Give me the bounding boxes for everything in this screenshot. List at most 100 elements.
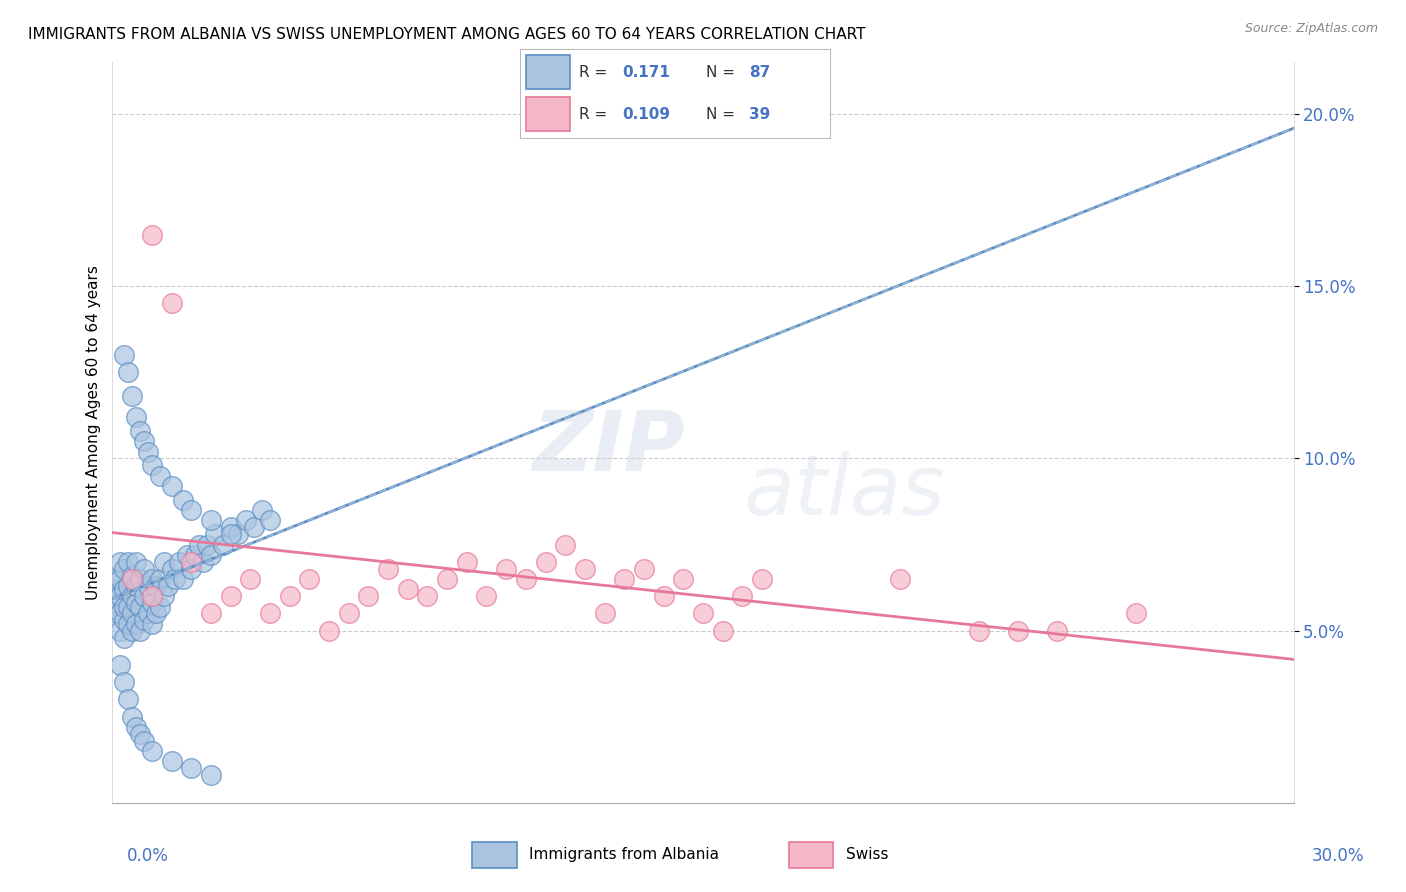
Point	[112, 613, 135, 627]
Text: Source: ZipAtlas.com: Source: ZipAtlas.com	[1244, 22, 1378, 36]
Point	[1007, 624, 1029, 638]
Point	[165, 572, 187, 586]
Point	[121, 568, 143, 582]
Point	[141, 589, 163, 603]
Text: 0.109: 0.109	[623, 107, 671, 121]
Point	[129, 424, 152, 438]
Point	[110, 624, 132, 638]
Text: Swiss: Swiss	[846, 847, 889, 862]
Point	[180, 555, 202, 569]
Text: R =: R =	[579, 107, 612, 121]
Point	[357, 589, 380, 603]
Point	[132, 613, 155, 627]
Point	[200, 607, 222, 621]
Point	[337, 607, 360, 621]
Point	[219, 520, 242, 534]
Point	[169, 555, 191, 569]
Point	[191, 555, 214, 569]
Point	[534, 555, 557, 569]
Text: 87: 87	[749, 65, 770, 79]
Point	[152, 589, 174, 603]
Point	[125, 579, 148, 593]
Point	[112, 348, 135, 362]
Point	[652, 589, 675, 603]
Point	[110, 658, 132, 673]
Point	[125, 616, 148, 631]
Text: N =: N =	[706, 65, 740, 79]
Point	[129, 599, 152, 614]
Point	[160, 755, 183, 769]
Point	[672, 572, 695, 586]
Point	[219, 589, 242, 603]
Point	[117, 599, 139, 614]
Point	[125, 410, 148, 425]
Point	[132, 734, 155, 748]
FancyBboxPatch shape	[526, 55, 569, 89]
Point	[152, 555, 174, 569]
Point	[495, 561, 517, 575]
Point	[172, 572, 194, 586]
Point	[105, 582, 128, 597]
Point	[117, 616, 139, 631]
Point	[141, 616, 163, 631]
Point	[117, 692, 139, 706]
Point	[110, 572, 132, 586]
Y-axis label: Unemployment Among Ages 60 to 64 years: Unemployment Among Ages 60 to 64 years	[86, 265, 101, 600]
Point	[141, 744, 163, 758]
Point	[141, 596, 163, 610]
FancyBboxPatch shape	[472, 842, 517, 868]
Point	[129, 572, 152, 586]
Point	[250, 503, 273, 517]
Point	[112, 631, 135, 645]
Point	[436, 572, 458, 586]
Point	[180, 761, 202, 775]
Point	[136, 444, 159, 458]
Point	[117, 555, 139, 569]
Point	[121, 589, 143, 603]
Point	[475, 589, 498, 603]
Point	[574, 561, 596, 575]
Point	[692, 607, 714, 621]
Point	[1046, 624, 1069, 638]
Point	[200, 548, 222, 562]
Point	[160, 296, 183, 310]
Point	[112, 675, 135, 690]
Point	[156, 579, 179, 593]
Point	[184, 548, 207, 562]
Point	[204, 527, 226, 541]
Text: 0.0%: 0.0%	[127, 847, 169, 865]
Point	[149, 572, 172, 586]
Point	[132, 589, 155, 603]
Point	[121, 389, 143, 403]
Point	[731, 589, 754, 603]
Point	[396, 582, 419, 597]
Point	[112, 561, 135, 575]
Point	[259, 607, 281, 621]
Point	[105, 572, 128, 586]
Point	[967, 624, 990, 638]
Point	[172, 492, 194, 507]
Point	[149, 599, 172, 614]
Point	[125, 596, 148, 610]
Point	[318, 624, 340, 638]
Point	[121, 624, 143, 638]
Point	[149, 468, 172, 483]
Point	[121, 572, 143, 586]
Point	[136, 607, 159, 621]
Point	[298, 572, 321, 586]
Point	[711, 624, 734, 638]
Point	[211, 537, 233, 551]
Point	[889, 572, 911, 586]
Point	[228, 527, 250, 541]
Point	[456, 555, 478, 569]
FancyBboxPatch shape	[789, 842, 832, 868]
Point	[141, 227, 163, 242]
Point	[110, 607, 132, 621]
Point	[145, 607, 167, 621]
Point	[160, 479, 183, 493]
Point	[180, 503, 202, 517]
Point	[259, 513, 281, 527]
Point	[117, 365, 139, 379]
Point	[751, 572, 773, 586]
Point	[235, 513, 257, 527]
